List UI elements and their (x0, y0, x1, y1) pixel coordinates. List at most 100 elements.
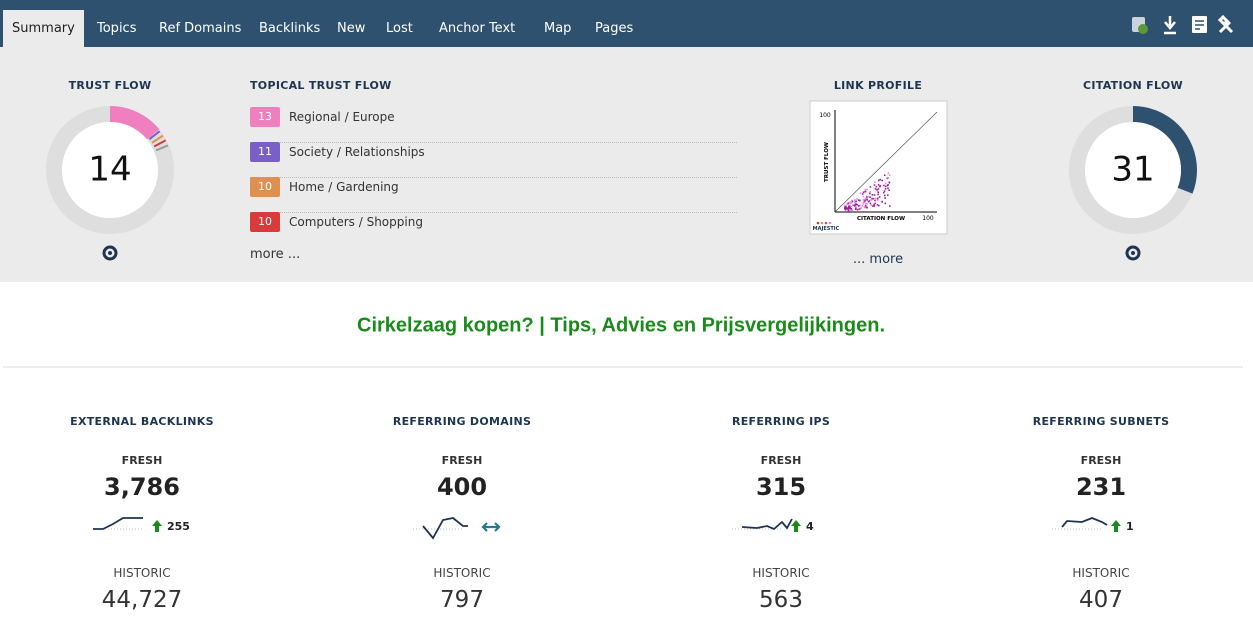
historic-value: 407 (1079, 587, 1123, 613)
scatter-dot (877, 199, 879, 201)
scatter-dot (854, 205, 856, 207)
ring-tick (151, 134, 164, 144)
scatter-dot (855, 200, 858, 203)
delta-value: 255 (167, 520, 190, 533)
scatter-dot (873, 205, 876, 207)
fresh-label: FRESH (760, 454, 802, 467)
up-arrow (791, 520, 801, 532)
lp-x-max: 100 (922, 215, 934, 222)
scatter-dot (856, 203, 859, 206)
fresh-value: 315 (755, 473, 807, 501)
nav-tab[interactable]: Lost (386, 21, 413, 36)
scatter-dot (862, 202, 865, 205)
scatter-dot (876, 190, 879, 192)
scatter-dot (865, 206, 868, 209)
nav-tab[interactable]: Ref Domains (159, 21, 242, 36)
topical-title: TOPICAL TRUST FLOW (250, 79, 392, 92)
scatter-dot (881, 200, 883, 203)
history-icon-dot (1131, 251, 1135, 255)
link-profile-title: LINK PROFILE (833, 79, 923, 92)
ring-tick (153, 139, 167, 148)
scatter-dot (859, 204, 862, 207)
scatter-dot (857, 199, 860, 201)
nav-tab[interactable]: Backlinks (259, 21, 321, 36)
lp-y-max: 100 (819, 112, 831, 119)
scatter-dot (866, 188, 869, 191)
scatter-dot (851, 209, 854, 212)
link-profile-more[interactable]: ... more (852, 252, 904, 267)
scatter-dot (869, 191, 871, 193)
nav-tab[interactable]: Anchor Text (439, 21, 516, 36)
stat-title: REFERRING DOMAINS (392, 415, 532, 428)
topic-label[interactable]: Regional / Europe (289, 110, 395, 124)
fresh-value: 3,786 (104, 473, 180, 501)
nav-bar (0, 0, 1253, 47)
topic-label[interactable]: Society / Relationships (289, 145, 425, 159)
scatter-dot (883, 174, 886, 177)
topical-row: 13 Regional / Europe (250, 107, 737, 143)
scatter-dot (863, 206, 866, 209)
scatter-dot (871, 197, 874, 200)
donut-arc (1069, 106, 1197, 234)
topical-more[interactable]: more ... (250, 247, 301, 262)
scatter-dot (877, 191, 880, 194)
scatter-dot (863, 200, 866, 203)
scatter-dot (888, 174, 891, 176)
scatter-dot (878, 204, 880, 207)
scatter-dot (884, 202, 887, 205)
fresh-label: FRESH (121, 454, 163, 467)
scatter-dot (867, 200, 870, 203)
scatter-dot (871, 193, 874, 196)
scatter-dot (847, 202, 850, 204)
scatter-dot (878, 196, 881, 198)
nav-tab[interactable]: Map (544, 21, 572, 36)
scatter-dot (869, 196, 871, 198)
scatter-dot (849, 207, 851, 209)
topic-score: 11 (250, 142, 280, 162)
scatter-dot (876, 188, 878, 191)
scatter-dot (851, 199, 853, 202)
nav-tab[interactable]: Topics (97, 21, 137, 36)
scatter-dot (852, 204, 855, 207)
scatter-dot (873, 203, 875, 206)
scatter-dot (844, 206, 846, 209)
delta-value: 4 (806, 520, 814, 533)
scatter-dot (845, 206, 847, 209)
scatter-dot (848, 205, 850, 208)
fresh-value: 400 (436, 473, 488, 501)
historic-label: HISTORIC (752, 566, 810, 580)
historic-value: 44,727 (101, 587, 183, 613)
fresh-label: FRESH (441, 454, 483, 467)
scatter-dot (887, 187, 889, 190)
scatter-dot (888, 181, 891, 184)
scatter-dot (844, 208, 847, 211)
nav-tab[interactable]: Summary (3, 10, 84, 47)
scatter-dot (873, 184, 876, 186)
scatter-dot (879, 178, 882, 181)
scatter-dot (874, 197, 876, 200)
scatter-dot (886, 194, 889, 196)
scatter-dot (860, 207, 862, 209)
nav-tab[interactable]: New (337, 21, 366, 36)
scatter-dot (850, 205, 852, 208)
topic-label[interactable]: Computers / Shopping (289, 215, 423, 229)
fresh-value: 231 (1075, 473, 1127, 501)
topic-label[interactable]: Home / Gardening (289, 180, 399, 194)
sparkline (741, 518, 793, 531)
donut-value: 14 (88, 150, 131, 190)
scatter-dot (877, 179, 880, 182)
scatter-dot (861, 205, 864, 207)
scatter-dot (872, 197, 874, 200)
scatter-dot (862, 199, 865, 201)
toolbar-icons (1132, 14, 1234, 35)
scatter-dot (859, 192, 862, 195)
scatter-dot (866, 196, 868, 198)
scatter-dot (850, 208, 853, 210)
scatter-dot (868, 192, 871, 195)
scatter-dot (849, 202, 852, 205)
scatter-dot (866, 203, 868, 205)
nav-tab[interactable]: Pages (595, 21, 634, 36)
donut-value: 31 (1111, 150, 1154, 190)
topic-score: 10 (250, 212, 280, 232)
